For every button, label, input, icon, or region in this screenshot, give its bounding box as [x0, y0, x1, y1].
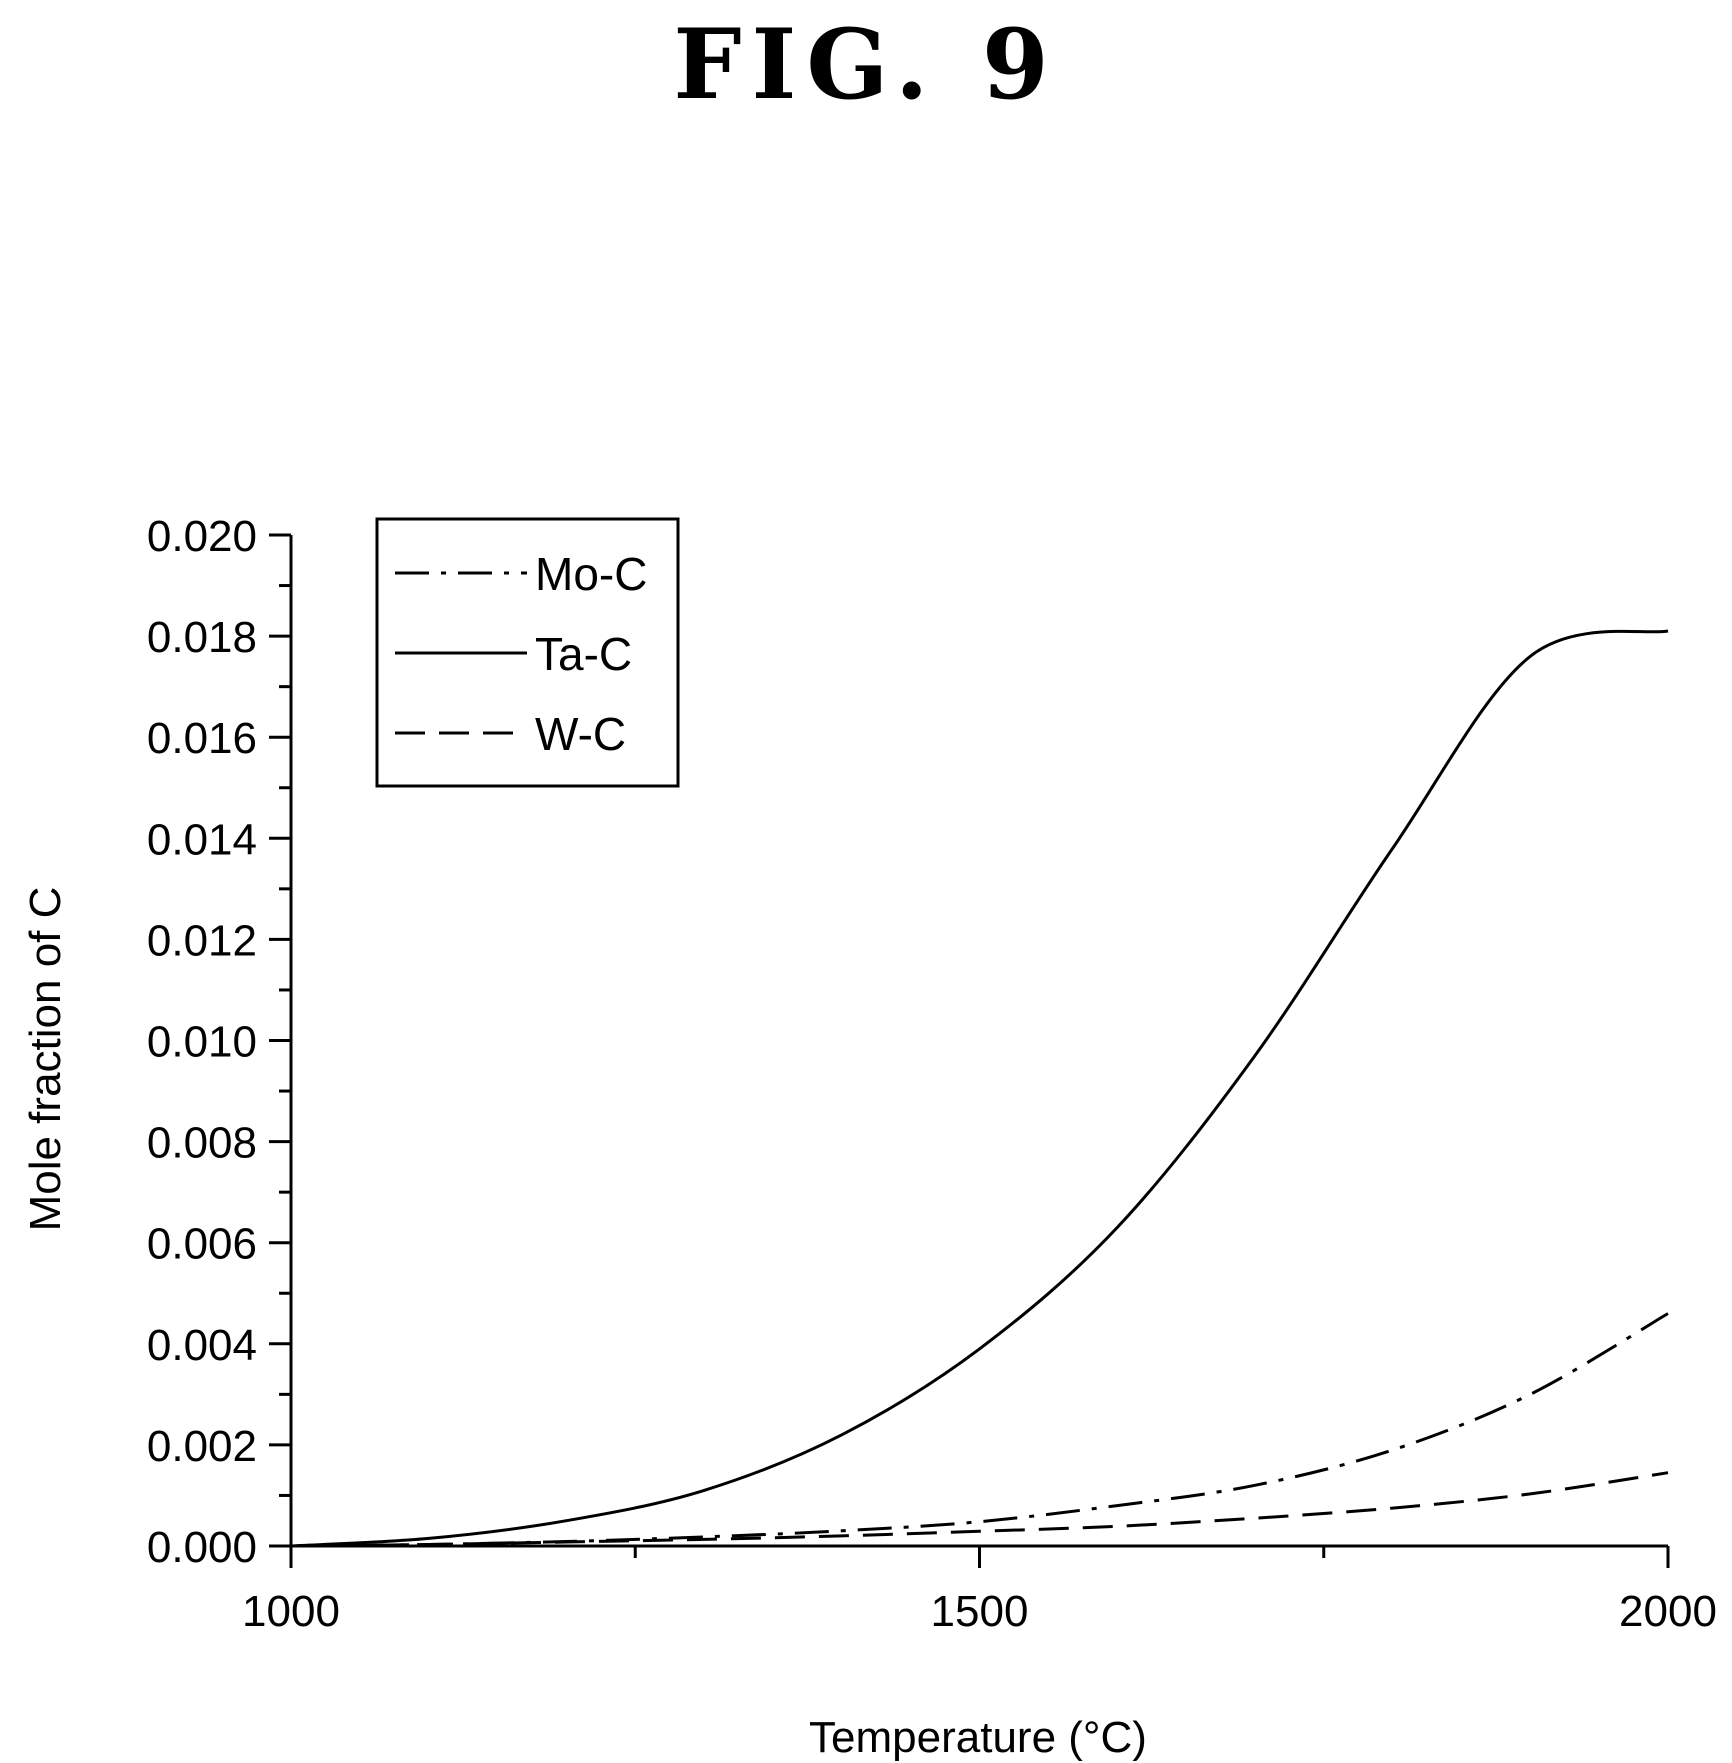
series-layer: [290, 629, 1669, 1548]
y-tick-label: 0.004: [147, 1321, 257, 1370]
axes: 0.000 0.002 0.004 0.006 0.008 0.010 0.012 0.014…: [147, 512, 1717, 1636]
legend: Mo-C Ta-C W-C: [375, 517, 680, 788]
y-tick-label: 0.016: [147, 714, 257, 763]
x-axis-label: Temperature (°C): [809, 1713, 1147, 1762]
y-tick-label: 0.014: [147, 815, 257, 864]
legend-label: Ta-C: [535, 628, 632, 680]
y-tick-label: 0.000: [147, 1523, 257, 1572]
x-tick-label: 1000: [242, 1587, 340, 1636]
series-line-ta-c: [290, 629, 1669, 1548]
y-tick-label: 0.002: [147, 1422, 257, 1471]
y-tick-label: 0.020: [147, 512, 257, 561]
y-tick-label: 0.008: [147, 1119, 257, 1168]
x-tick-label: 2000: [1619, 1587, 1717, 1636]
y-tick-label: 0.018: [147, 613, 257, 662]
y-axis-label: Mole fraction of C: [21, 887, 70, 1232]
series-line-w-c: [290, 1471, 1669, 1548]
y-tick-label: 0.012: [147, 916, 257, 965]
figure-title: FIG. 9: [673, 8, 1059, 121]
y-tick-label: 0.010: [147, 1018, 257, 1067]
legend-label: W-C: [535, 708, 626, 760]
x-tick-label: 1500: [931, 1587, 1029, 1636]
y-tick-label: 0.006: [147, 1220, 257, 1269]
legend-label: Mo-C: [535, 548, 647, 600]
